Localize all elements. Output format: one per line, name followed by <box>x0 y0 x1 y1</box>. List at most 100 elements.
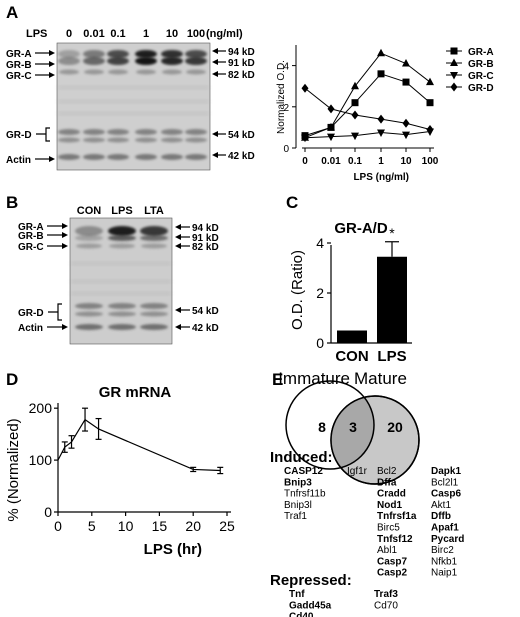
band-gr-b <box>140 235 168 241</box>
chart-d-gr-mrna: GR mRNA 0 100 200 0 5 10 15 20 25 LPS (hr) % (Norma… <box>5 384 235 558</box>
gene-label: Nfkb1 <box>431 556 458 567</box>
chart-a-series-gr-d <box>301 83 434 134</box>
blot-b-mw-label: 82 kD <box>192 242 219 253</box>
chart-a-point <box>377 114 385 124</box>
gene-label: Bnip3l <box>284 500 312 511</box>
gene-label: Dffb <box>431 511 451 522</box>
panel-letter-a: A <box>6 3 18 22</box>
band-gr-d-lower <box>135 137 157 143</box>
chart-a-gr-isoforms: 0 2 4 0 0.01 0.1 1 10 100 LPS (ng/ml) Normalized O… <box>276 45 494 183</box>
chart-c-bar <box>337 330 367 343</box>
gene-label: Abl1 <box>377 545 397 556</box>
blot-a-lane-label: 10 <box>166 28 178 40</box>
band-gr-b <box>75 235 103 241</box>
blot-b-lane-labels: CON LPS LTA <box>77 205 164 217</box>
band-actin <box>107 154 129 160</box>
band-gr-b <box>107 57 129 65</box>
arrow-left-icon <box>175 243 190 249</box>
blot-a-lane-label: 1 <box>143 28 149 40</box>
blot-a-lane-label: 0.1 <box>110 28 125 40</box>
western-blot-b <box>69 217 173 345</box>
gene-label: Igf1r <box>347 466 368 477</box>
band-gr-b <box>185 57 207 65</box>
band-gr-c <box>136 69 156 75</box>
chart-a-legend-label: GR-A <box>468 47 494 58</box>
band-gr-c <box>108 69 128 75</box>
band-gr-d <box>83 129 105 135</box>
arrow-left-icon <box>212 71 226 77</box>
chart-c-x-tick-label: CON <box>335 348 368 365</box>
blot-a-unit: (ng/ml) <box>206 28 243 40</box>
chart-a-line <box>304 73 431 137</box>
chart-a-point <box>402 131 410 140</box>
band-gr-d-lower <box>107 137 129 143</box>
blot-a-band-label: Actin <box>6 155 31 166</box>
chart-a-point <box>426 124 434 134</box>
band-gr-d-lower <box>185 137 207 143</box>
gene-label: Bcl2 <box>377 466 397 477</box>
chart-a-x-tick-label: 10 <box>400 156 412 167</box>
chart-a-x-tick-label: 0.1 <box>348 156 362 167</box>
band-gr-a <box>83 50 105 58</box>
band-actin <box>140 324 168 330</box>
blot-b-band-labels: GR-AGR-BGR-C GR-D Actin <box>18 222 68 334</box>
panel-letter-e: E <box>272 370 283 389</box>
band-gr-d-lower <box>58 137 80 143</box>
blot-a-mw-label: 54 kD <box>228 130 255 141</box>
venn-label-immature: Immature <box>278 369 350 388</box>
chart-a-point <box>426 77 434 86</box>
venn-overlap-region <box>331 397 375 468</box>
band-actin <box>135 154 157 160</box>
chart-d-x-tick-label: 15 <box>152 518 168 534</box>
venn-count-immature-only: 8 <box>318 419 326 435</box>
band-actin <box>83 154 105 160</box>
chart-d-x-tick-label: 5 <box>88 518 96 534</box>
gene-label: Casp7 <box>377 556 407 567</box>
blot-b-band-label: GR-D <box>18 308 44 319</box>
band-gr-b <box>58 57 80 65</box>
blot-a-lane-label: 100 <box>187 28 205 40</box>
chart-d-error-bar <box>190 466 197 473</box>
chart-a-point <box>351 110 359 120</box>
chart-a-y-tick-label: 0 <box>283 144 289 155</box>
arrow-left-icon <box>175 234 190 240</box>
chart-a-point <box>327 133 335 142</box>
band-gr-d <box>75 303 103 309</box>
band-actin <box>185 154 207 160</box>
gene-label: Bcl2l1 <box>431 477 459 488</box>
band-gr-d-lower <box>75 311 103 317</box>
blot-a-band-label: GR-A <box>6 49 32 60</box>
chart-a-point <box>301 134 309 143</box>
band-gr-d <box>58 129 80 135</box>
band-gr-a <box>185 50 207 58</box>
chart-a-point <box>402 59 410 67</box>
band-actin <box>75 324 103 330</box>
gene-label: Casp2 <box>377 568 407 579</box>
venn-label-mature: Mature <box>354 369 407 388</box>
chart-d-y-tick-label: 100 <box>29 452 53 468</box>
chart-c-bar <box>377 256 407 343</box>
chart-a-legend-item: GR-C <box>446 71 494 82</box>
chart-a-point <box>327 104 335 114</box>
chart-a-legend-label: GR-D <box>468 83 494 94</box>
arrow-right-icon <box>35 61 55 67</box>
arrow-right-icon <box>35 50 55 56</box>
chart-a-line <box>304 87 431 130</box>
chart-d-x-tick-label: 20 <box>185 518 201 534</box>
induced-heading: Induced: <box>270 449 333 466</box>
chart-c-gr-ratio: GR-A/D 0 2 4 CON * LPS O.D. (Ratio) <box>289 220 412 365</box>
chart-d-x-label: LPS (hr) <box>144 541 202 558</box>
chart-a-series-gr-b <box>301 48 434 141</box>
band-gr-a <box>108 226 136 236</box>
blot-b-lane-label: CON <box>77 205 102 217</box>
band-gr-c <box>141 243 167 249</box>
blot-a-mw-label: 82 kD <box>228 70 255 81</box>
gene-label: Gadd45a <box>289 600 332 611</box>
band-gr-c <box>59 69 79 75</box>
gene-label: Apaf1 <box>431 523 459 534</box>
band-gr-c <box>186 69 206 75</box>
blot-a-treatment-label: LPS <box>26 28 47 40</box>
venn-count-overlap: 3 <box>349 419 357 435</box>
gene-label: Traf1 <box>284 511 307 522</box>
